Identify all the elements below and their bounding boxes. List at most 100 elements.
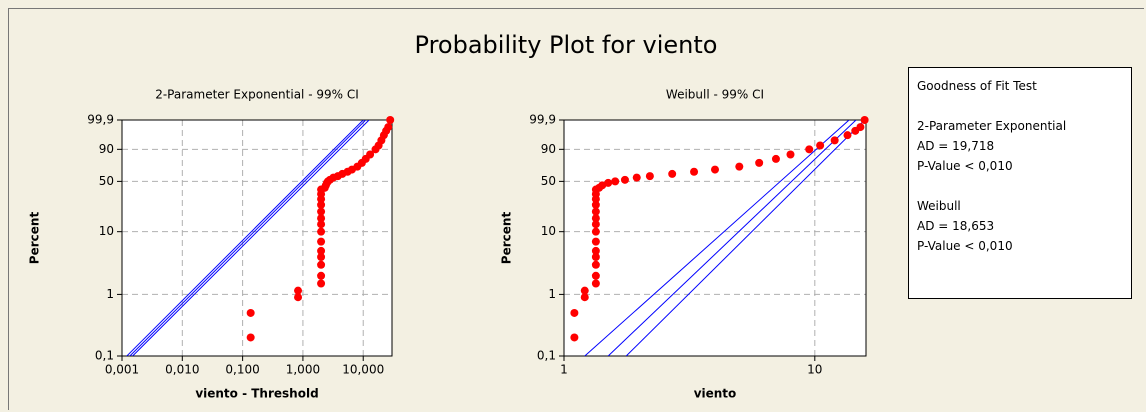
plot-area xyxy=(564,120,866,356)
data-point xyxy=(611,177,620,186)
data-point xyxy=(830,136,839,145)
data-point xyxy=(570,333,579,342)
y-tick-label: 50 xyxy=(541,174,556,188)
data-point xyxy=(246,333,255,342)
data-point xyxy=(591,237,600,246)
data-point xyxy=(246,308,255,317)
fit-line xyxy=(129,120,367,356)
data-point xyxy=(591,207,600,216)
y-tick-label: 99,9 xyxy=(87,113,114,127)
data-point xyxy=(317,200,326,209)
data-point xyxy=(805,145,814,154)
y-tick-label: 90 xyxy=(541,142,556,156)
data-point xyxy=(860,116,869,124)
y-tick-label: 90 xyxy=(99,142,114,156)
gof-ad: AD = 19,718 xyxy=(917,139,995,153)
data-point xyxy=(591,260,600,269)
gof-p: P-Value < 0,010 xyxy=(917,239,1013,253)
data-point xyxy=(591,200,600,209)
data-point xyxy=(856,123,865,132)
data-point xyxy=(786,150,795,159)
data-point xyxy=(591,214,600,223)
x-tick-label: 10,000 xyxy=(342,363,384,377)
data-point xyxy=(317,227,326,236)
y-tick-label: 99,9 xyxy=(529,113,556,127)
y-tick-label: 1 xyxy=(106,287,114,301)
data-point xyxy=(632,173,641,182)
frame xyxy=(8,8,1144,410)
fit-line xyxy=(625,120,865,356)
data-point xyxy=(317,252,326,261)
subtitle: 2-Parameter Exponential - 99% CI xyxy=(155,88,359,102)
data-point xyxy=(755,158,764,167)
data-point xyxy=(816,141,825,150)
y-tick-label: 1 xyxy=(548,287,556,301)
y-tick-label: 50 xyxy=(99,174,114,188)
data-point xyxy=(317,214,326,223)
plot-border xyxy=(121,119,393,357)
data-point xyxy=(591,279,600,288)
data-point xyxy=(620,175,629,184)
data-point xyxy=(317,220,326,229)
data-point xyxy=(580,293,589,302)
data-point xyxy=(317,237,326,246)
x-axis-label: viento - Threshold xyxy=(195,387,318,401)
fit-line xyxy=(584,120,850,356)
chart-title: Probability Plot for viento xyxy=(415,31,718,59)
data-point xyxy=(668,169,677,178)
x-tick-label: 0,010 xyxy=(165,363,199,377)
x-tick-label: 0,100 xyxy=(225,363,259,377)
data-point xyxy=(591,252,600,261)
x-tick-label: 1,000 xyxy=(286,363,320,377)
data-point xyxy=(690,167,699,176)
data-point xyxy=(645,172,654,181)
gof-ad: AD = 18,653 xyxy=(917,219,995,233)
gof-name: Weibull xyxy=(917,199,961,213)
data-point xyxy=(317,271,326,280)
goodness-of-fit-box: Goodness of Fit Test 2-Parameter Exponen… xyxy=(908,67,1132,299)
data-point xyxy=(294,286,303,295)
plot-clip xyxy=(126,120,370,356)
data-point xyxy=(580,286,589,295)
fit-line xyxy=(132,120,370,356)
x-tick-label: 10 xyxy=(807,363,822,377)
plot-border xyxy=(563,119,867,357)
data-point xyxy=(570,308,579,317)
plot-area xyxy=(122,120,392,356)
data-point xyxy=(771,154,780,163)
data-point xyxy=(384,123,393,132)
x-tick-label: 1 xyxy=(560,363,568,377)
data-point xyxy=(386,116,395,124)
fit-line xyxy=(607,120,857,356)
data-point xyxy=(591,246,600,255)
data-point xyxy=(317,279,326,288)
y-axis-label: Percent xyxy=(500,212,514,265)
x-tick-label: 0,001 xyxy=(105,363,139,377)
gof-title: Goodness of Fit Test xyxy=(917,79,1037,93)
plot-clip xyxy=(584,120,865,356)
data-point xyxy=(294,293,303,302)
data-point xyxy=(604,178,613,187)
y-tick-label: 0,1 xyxy=(95,349,114,363)
data-point xyxy=(317,207,326,216)
y-tick-label: 0,1 xyxy=(537,349,556,363)
data-point xyxy=(591,271,600,280)
data-point xyxy=(591,220,600,229)
fit-line xyxy=(126,120,364,356)
data-point xyxy=(317,260,326,269)
y-tick-label: 10 xyxy=(99,224,114,238)
data-point xyxy=(711,165,719,174)
x-axis-label: viento xyxy=(694,387,737,401)
data-point xyxy=(843,131,852,140)
y-tick-label: 10 xyxy=(541,224,556,238)
data-point xyxy=(317,246,326,255)
data-point xyxy=(366,150,375,159)
data-point xyxy=(735,162,744,171)
gof-p: P-Value < 0,010 xyxy=(917,159,1013,173)
subtitle: Weibull - 99% CI xyxy=(666,88,764,102)
y-axis-label: Percent xyxy=(28,212,42,265)
gof-name: 2-Parameter Exponential xyxy=(917,119,1067,133)
data-point xyxy=(591,227,600,236)
